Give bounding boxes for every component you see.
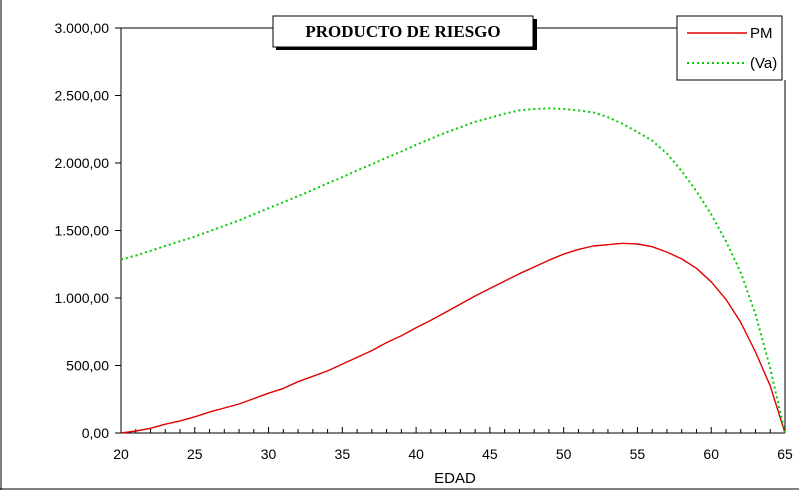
series-line-va (120, 107, 786, 434)
chart-title: PRODUCTO DE RIESGO (305, 22, 500, 41)
legend: PM (Va) (676, 15, 783, 81)
x-tick-label: 30 (261, 446, 277, 462)
y-tick-label: 1.500,00 (55, 223, 110, 239)
y-tick-label: 2.000,00 (55, 155, 110, 171)
series-group (120, 107, 786, 434)
chart-title-box: PRODUCTO DE RIESGO (272, 15, 537, 50)
x-tick-label: 25 (187, 446, 203, 462)
legend-label-pm: PM (750, 25, 773, 42)
x-tick-label: 50 (556, 446, 572, 462)
y-tick-label: 1.000,00 (55, 290, 110, 306)
x-tick-label: 55 (630, 446, 646, 462)
x-tick-label: 35 (335, 446, 351, 462)
x-tick-label: 45 (482, 446, 498, 462)
y-tick-label: 500,00 (66, 358, 109, 374)
legend-label-va: (Va) (750, 55, 777, 72)
x-tick-label: 20 (113, 446, 129, 462)
y-tick-label: 2.500,00 (55, 88, 110, 104)
series-line-pm (120, 242, 786, 434)
plot-area (121, 27, 786, 433)
x-tick-label: 60 (703, 446, 719, 462)
x-tick-label: 40 (408, 446, 424, 462)
x-tick-label: 65 (777, 446, 793, 462)
x-axis-title: EDAD (434, 470, 476, 487)
y-tick-label: 3.000,00 (55, 20, 110, 36)
y-tick-label: 0,00 (82, 425, 109, 441)
axes: 0,00 500,00 1.000,00 1.500,00 2.000,00 2.500,… (55, 20, 793, 462)
